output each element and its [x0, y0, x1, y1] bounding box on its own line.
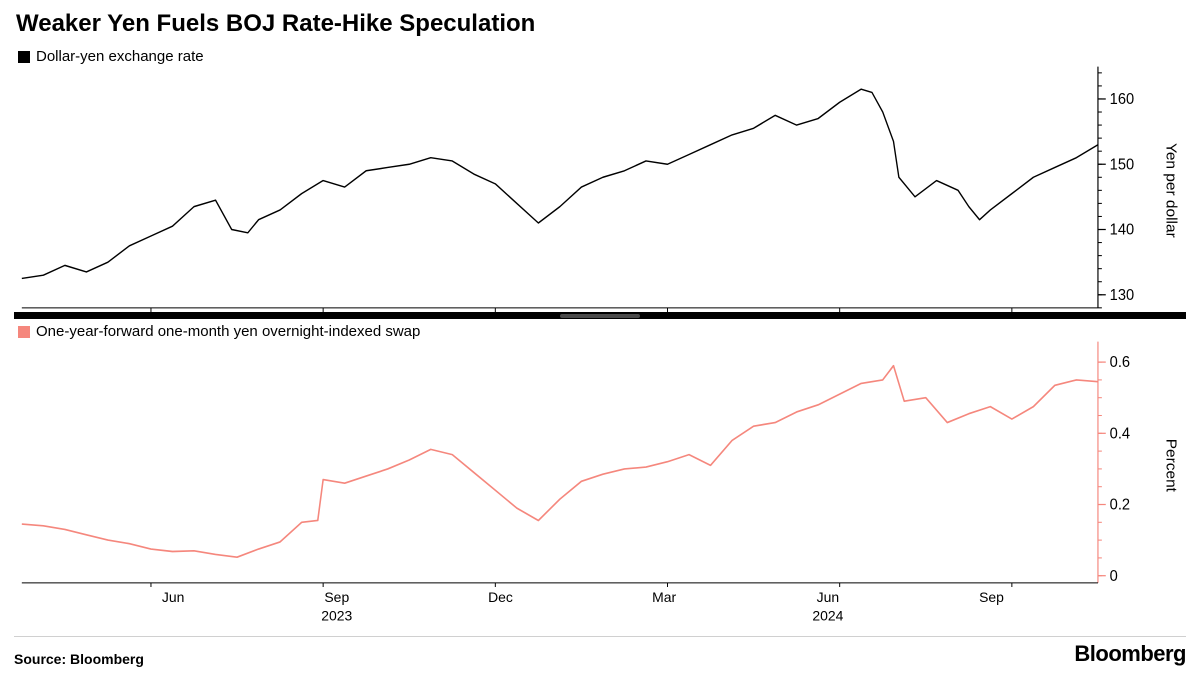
svg-text:Mar: Mar: [652, 589, 676, 605]
chart-area: Dollar-yen exchange rate 130 140 150 160 Yen…: [14, 44, 1186, 632]
top-legend-label: Dollar-yen exchange rate: [36, 48, 204, 65]
svg-text:140: 140: [1110, 221, 1134, 238]
top-panel: Dollar-yen exchange rate 130 140 150 160 Yen…: [14, 44, 1186, 312]
svg-text:2023: 2023: [321, 608, 352, 624]
svg-text:130: 130: [1110, 287, 1134, 304]
svg-text:Dec: Dec: [488, 589, 513, 605]
bottom-legend: One-year-forward one-month yen overnight…: [18, 323, 420, 340]
svg-text:150: 150: [1110, 156, 1134, 173]
bottom-panel: One-year-forward one-month yen overnight…: [14, 319, 1186, 587]
svg-text:0: 0: [1110, 568, 1118, 585]
svg-text:Sep: Sep: [324, 589, 349, 605]
x-axis-svg: Jun Sep Dec Mar Jun Sep 2023 2024: [14, 587, 1186, 632]
svg-text:Jun: Jun: [162, 589, 184, 605]
top-legend-swatch: [18, 51, 30, 63]
svg-text:0.6: 0.6: [1110, 354, 1130, 371]
svg-text:0.4: 0.4: [1110, 426, 1130, 443]
svg-text:2024: 2024: [812, 608, 843, 624]
bottom-legend-label: One-year-forward one-month yen overnight…: [36, 323, 420, 340]
top-chart-svg: 130 140 150 160 Yen per dollar: [14, 44, 1186, 312]
bottom-chart-svg: 0 0.2 0.4 0.6 Percent: [14, 319, 1186, 587]
svg-text:160: 160: [1110, 91, 1134, 108]
brand-label: Bloomberg: [1074, 641, 1186, 667]
svg-text:Sep: Sep: [979, 589, 1004, 605]
svg-text:Percent: Percent: [1163, 439, 1180, 493]
top-legend: Dollar-yen exchange rate: [18, 48, 204, 65]
chart-title: Weaker Yen Fuels BOJ Rate-Hike Speculati…: [16, 10, 1186, 38]
svg-text:Yen per dollar: Yen per dollar: [1163, 143, 1180, 238]
bottom-legend-swatch: [18, 326, 30, 338]
source-label: Source: Bloomberg: [14, 651, 144, 667]
panel-divider: [14, 312, 1186, 319]
svg-text:0.2: 0.2: [1110, 497, 1130, 514]
svg-text:Jun: Jun: [817, 589, 839, 605]
